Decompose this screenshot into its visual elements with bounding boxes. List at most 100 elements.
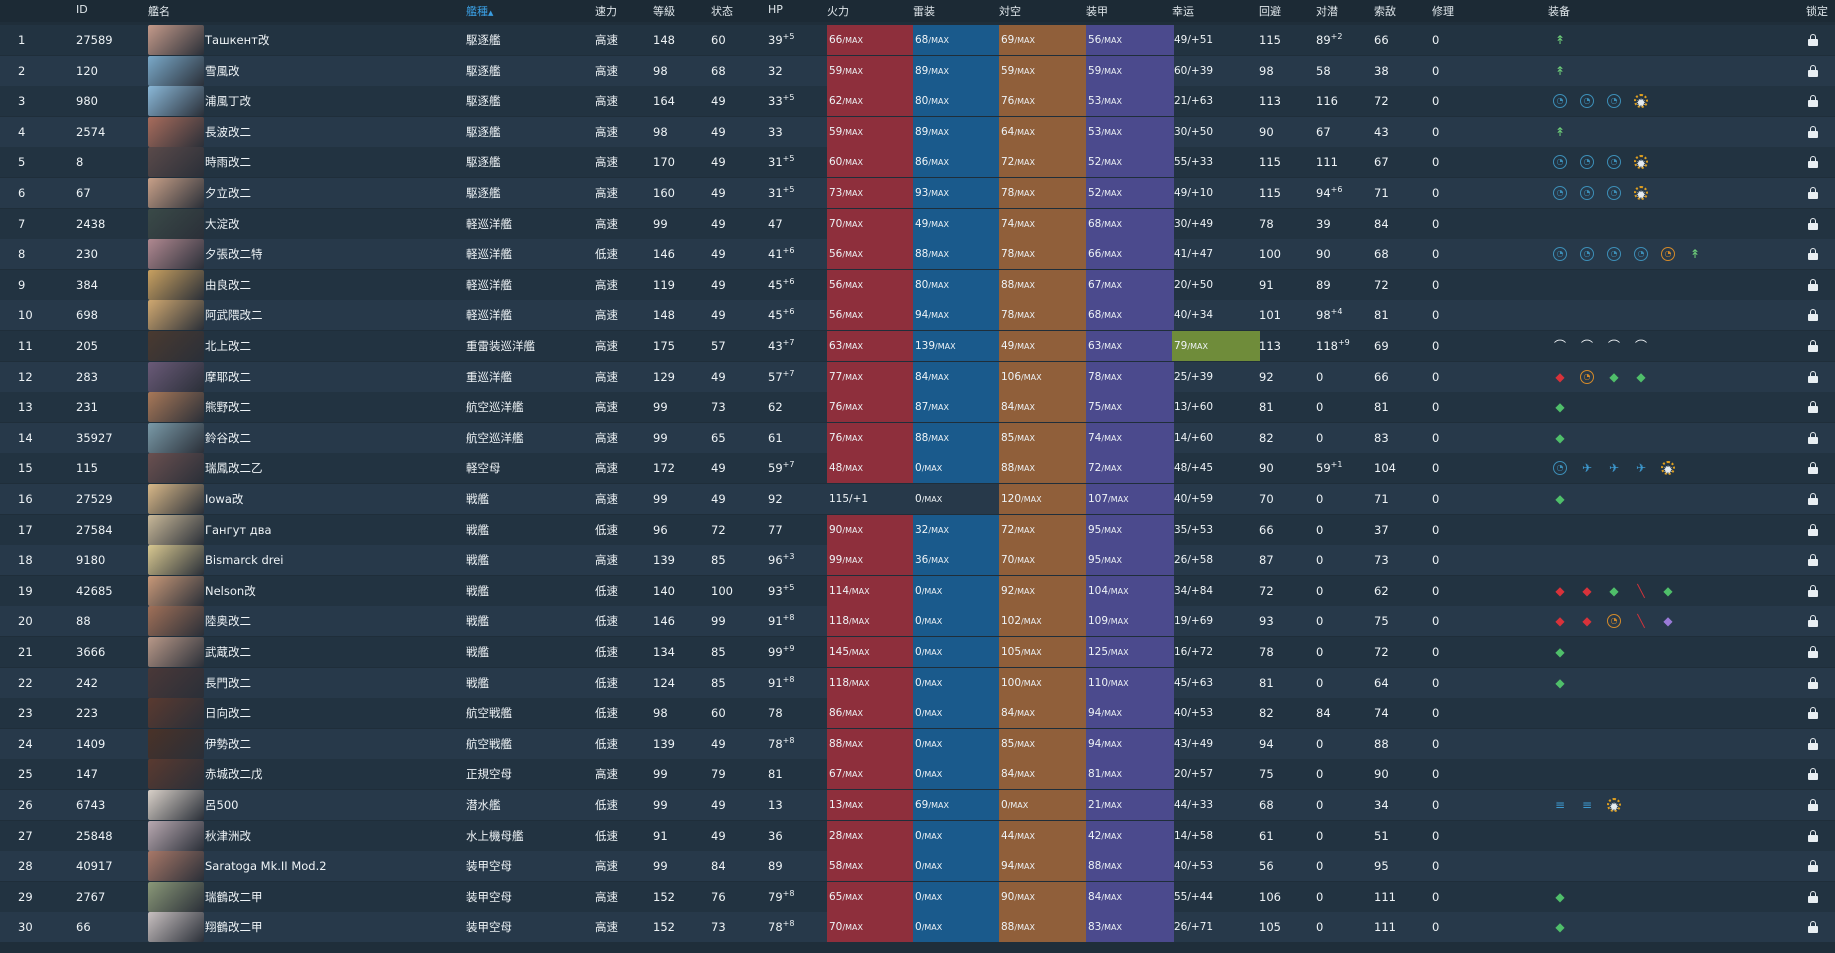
equip-sonar-icon[interactable]: ≡ xyxy=(1581,798,1593,812)
table-row[interactable]: 4 2574 長波改二 駆逐艦 高速 98 49 33 59/MAX 89/MAX 64/MAX 53… xyxy=(0,116,1835,147)
table-row[interactable]: 22 242 長門改二 戦艦 低速 124 85 91+8 118/MAX 0/MAX 100/MA… xyxy=(0,667,1835,698)
header-repair[interactable]: 修理 xyxy=(1432,5,1454,18)
header-torp[interactable]: 雷装 xyxy=(913,5,935,18)
table-row[interactable]: 16 27529 Iowa改 戦艦 高速 99 49 92 115/+1 0/MAX 120/MAX… xyxy=(0,484,1835,514)
ship-avatar[interactable] xyxy=(148,820,204,851)
lock-icon[interactable] xyxy=(1808,615,1818,628)
table-row[interactable]: 30 66 翔鶴改二甲 装甲空母 高速 152 73 78+8 70/MAX 0/MAX 88/MA… xyxy=(0,912,1835,943)
lock-icon[interactable] xyxy=(1808,64,1818,77)
equip-gun-icon[interactable]: ◔ xyxy=(1553,94,1567,109)
ship-avatar[interactable] xyxy=(148,300,204,331)
equip-seaplane-icon[interactable]: ◆ xyxy=(1636,369,1646,384)
table-row[interactable]: 17 27584 Гангут два 戦艦 低速 96 72 77 90/MAX 32/MAX 7… xyxy=(0,514,1835,545)
lock-icon[interactable] xyxy=(1808,248,1818,261)
table-row[interactable]: 7 2438 大淀改 軽巡洋艦 高速 99 49 47 70/MAX 49/MAX 74/MAX 68… xyxy=(0,208,1835,239)
equip-aircraft-icon[interactable]: ✈ xyxy=(1608,461,1620,476)
lock-icon[interactable] xyxy=(1808,799,1818,811)
table-row[interactable]: 29 2767 瑞鶴改二甲 装甲空母 高速 152 76 79+8 65/MAX 0/MAX 90/… xyxy=(0,881,1835,912)
lock-icon[interactable] xyxy=(1808,156,1818,169)
lock-icon[interactable] xyxy=(1808,860,1818,873)
ship-avatar[interactable] xyxy=(148,698,204,729)
ship-avatar[interactable] xyxy=(148,178,204,208)
lock-icon[interactable] xyxy=(1808,462,1818,475)
header-type[interactable]: 艦種▲ xyxy=(466,3,493,19)
equip-engine-icon[interactable]: ✹ xyxy=(1634,186,1648,202)
equip-main-gun-icon[interactable]: ◆ xyxy=(1555,614,1565,629)
equip-gun-icon[interactable]: ◔ xyxy=(1634,247,1648,262)
ship-avatar[interactable] xyxy=(148,86,204,117)
table-row[interactable]: 9 384 由良改二 軽巡洋艦 高速 119 49 45+6 56/MAX 80/MAX 88/MA… xyxy=(0,269,1835,300)
ship-avatar[interactable] xyxy=(148,637,204,667)
ship-avatar[interactable] xyxy=(148,912,204,943)
lock-icon[interactable] xyxy=(1808,125,1818,138)
lock-icon[interactable] xyxy=(1808,340,1818,352)
ship-avatar[interactable] xyxy=(148,881,204,912)
ship-avatar[interactable] xyxy=(148,392,204,423)
ship-avatar[interactable] xyxy=(148,667,204,698)
lock-icon[interactable] xyxy=(1808,95,1818,108)
ship-avatar[interactable] xyxy=(148,728,204,759)
header-hp[interactable]: HP xyxy=(768,3,783,16)
equip-seaplane-icon[interactable]: ◆ xyxy=(1609,583,1619,598)
lock-icon[interactable] xyxy=(1808,431,1818,444)
lock-icon[interactable] xyxy=(1808,309,1818,322)
equip-seaplane-icon[interactable]: ◆ xyxy=(1555,430,1565,445)
equip-radar-purple-icon[interactable]: ◆ xyxy=(1663,614,1673,629)
header-luck[interactable]: 幸运 xyxy=(1172,5,1194,18)
equip-torpedo-icon[interactable]: ⌒ xyxy=(1553,339,1566,353)
table-row[interactable]: 10 698 阿武隈改二 軽巡洋艦 高速 148 49 45+6 56/MAX 94/MAX 78/… xyxy=(0,300,1835,331)
ship-avatar[interactable] xyxy=(148,331,204,361)
table-row[interactable]: 2 120 雪風改 駆逐艦 高速 98 68 32 59/MAX 89/MAX 59/MAX 59/M… xyxy=(0,55,1835,86)
ship-avatar[interactable] xyxy=(148,208,204,239)
table-row[interactable]: 14 35927 鈴谷改二 航空巡洋艦 高速 99 65 61 76/MAX 88/MAX 85/M… xyxy=(0,422,1835,453)
header-cond[interactable]: 状态 xyxy=(711,5,733,18)
table-row[interactable]: 28 40917 Saratoga Mk.II Mod.2 装甲空母 高速 99 84 89 5… xyxy=(0,851,1835,882)
ship-avatar[interactable] xyxy=(148,545,204,576)
ship-avatar[interactable] xyxy=(148,422,204,453)
header-speed[interactable]: 速力 xyxy=(595,5,617,18)
equip-seaplane-icon[interactable]: ◆ xyxy=(1555,889,1565,904)
ship-avatar[interactable] xyxy=(148,147,204,178)
table-row[interactable]: 26 6743 呂500 潜水艦 低速 99 49 13 13/MAX 69/MAX 0/MAX 21… xyxy=(0,790,1835,820)
table-row[interactable]: 13 231 熊野改二 航空巡洋艦 高速 99 73 62 76/MAX 87/MAX 84/MAX… xyxy=(0,392,1835,423)
ship-avatar[interactable] xyxy=(148,239,204,270)
ship-avatar[interactable] xyxy=(148,790,204,820)
table-row[interactable]: 15 115 瑞鳳改二乙 軽空母 高速 172 49 59+7 48/MAX 0/MAX 88/MA… xyxy=(0,453,1835,484)
header-fire[interactable]: 火力 xyxy=(827,5,849,18)
lock-icon[interactable] xyxy=(1808,737,1818,750)
equip-gun-icon[interactable]: ◔ xyxy=(1607,186,1621,200)
equip-seaplane-icon[interactable]: ◆ xyxy=(1663,583,1673,598)
equip-aircraft-icon[interactable]: ✈ xyxy=(1581,461,1593,476)
table-row[interactable]: 20 88 陸奥改二 戦艦 低速 146 99 91+8 118/MAX 0/MAX 102/MAX… xyxy=(0,606,1835,637)
ship-avatar[interactable] xyxy=(148,269,204,300)
header-name[interactable]: 艦名 xyxy=(148,5,170,18)
table-row[interactable]: 24 1409 伊勢改二 航空戦艦 低速 139 49 78+8 88/MAX 0/MAX 85/M… xyxy=(0,728,1835,759)
lock-icon[interactable] xyxy=(1808,554,1818,567)
equip-engine-icon[interactable]: ✹ xyxy=(1634,155,1648,172)
lock-icon[interactable] xyxy=(1808,676,1818,689)
equip-radar-icon[interactable]: ◔ xyxy=(1580,369,1594,384)
table-row[interactable]: 1 27589 Ташкент改 駆逐艦 高速 148 60 39+5 66/MAX 68/MAX… xyxy=(0,25,1835,55)
lock-icon[interactable] xyxy=(1808,493,1818,505)
lock-icon[interactable] xyxy=(1808,523,1818,536)
equip-gun-icon[interactable]: ◔ xyxy=(1607,155,1621,170)
equip-main-gun-icon[interactable]: ◆ xyxy=(1555,369,1565,384)
ship-avatar[interactable] xyxy=(148,116,204,147)
lock-icon[interactable] xyxy=(1808,370,1818,383)
header-aa[interactable]: 対空 xyxy=(999,5,1021,18)
ship-avatar[interactable] xyxy=(148,361,204,392)
equip-seaplane-icon[interactable]: ◆ xyxy=(1555,920,1565,935)
equip-engine-icon[interactable]: ✹ xyxy=(1661,461,1675,478)
equip-torpedo-icon[interactable]: ⌒ xyxy=(1607,339,1620,353)
equip-supply-icon[interactable]: ↟ xyxy=(1554,63,1566,78)
header-equip[interactable]: 装备 xyxy=(1548,5,1570,18)
table-row[interactable]: 3 980 浦風丁改 駆逐艦 高速 164 49 33+5 62/MAX 80/MAX 76/MAX… xyxy=(0,86,1835,117)
equip-shell-icon[interactable]: ╲ xyxy=(1637,583,1645,598)
equip-gun-icon[interactable]: ◔ xyxy=(1580,94,1594,109)
ship-avatar[interactable] xyxy=(148,759,204,790)
ship-avatar[interactable] xyxy=(148,514,204,545)
table-row[interactable]: 23 223 日向改二 航空戦艦 低速 98 60 78 86/MAX 0/MAX 84/MAX 94… xyxy=(0,698,1835,729)
equip-seaplane-icon[interactable]: ◆ xyxy=(1555,400,1565,415)
table-row[interactable]: 19 42685 Nelson改 戦艦 低速 140 100 93+5 114/MAX 0/MAX… xyxy=(0,575,1835,606)
header-los[interactable]: 索敌 xyxy=(1374,5,1396,18)
